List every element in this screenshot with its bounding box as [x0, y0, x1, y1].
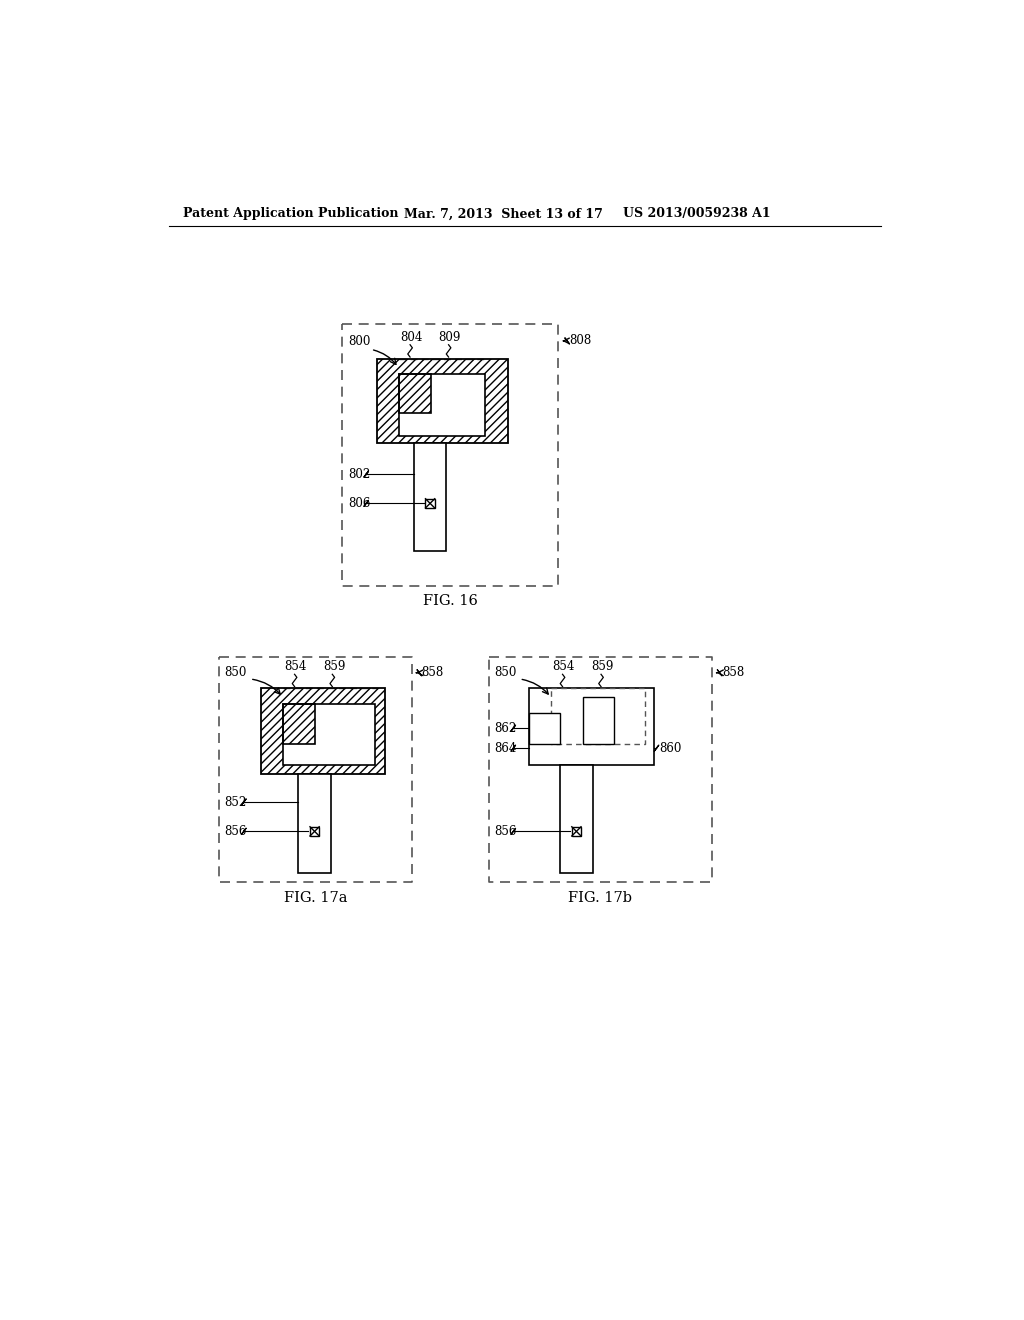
Text: 858: 858: [722, 667, 744, 680]
Text: 856: 856: [224, 825, 247, 838]
Text: Mar. 7, 2013  Sheet 13 of 17: Mar. 7, 2013 Sheet 13 of 17: [403, 207, 603, 220]
Text: 800: 800: [348, 335, 371, 348]
Text: 864: 864: [494, 742, 516, 755]
Bar: [414, 444, 446, 552]
Text: 808: 808: [569, 334, 592, 347]
Text: 852: 852: [224, 796, 247, 809]
Bar: [310, 826, 319, 836]
Bar: [283, 704, 315, 743]
Bar: [283, 704, 376, 766]
Text: 804: 804: [400, 330, 423, 343]
Text: 802: 802: [348, 467, 371, 480]
Text: US 2013/0059238 A1: US 2013/0059238 A1: [624, 207, 771, 220]
Text: 859: 859: [323, 660, 345, 673]
Text: 850: 850: [224, 667, 247, 680]
Bar: [398, 374, 484, 436]
Text: 860: 860: [658, 742, 681, 755]
Bar: [571, 826, 581, 836]
Bar: [529, 713, 560, 743]
Text: Patent Application Publication: Patent Application Publication: [183, 207, 398, 220]
Text: 854: 854: [285, 660, 307, 673]
Text: FIG. 16: FIG. 16: [423, 594, 477, 609]
Bar: [560, 766, 593, 873]
Bar: [377, 359, 508, 444]
Bar: [425, 499, 435, 508]
Text: 806: 806: [348, 496, 371, 510]
Text: FIG. 17b: FIG. 17b: [568, 891, 632, 904]
Bar: [529, 688, 654, 766]
Text: 809: 809: [438, 330, 461, 343]
Text: 862: 862: [494, 722, 516, 735]
Text: 854: 854: [553, 660, 574, 673]
Text: FIG. 17a: FIG. 17a: [284, 891, 347, 904]
Text: 856: 856: [494, 825, 516, 838]
Bar: [261, 688, 385, 775]
Bar: [398, 374, 431, 412]
Text: 850: 850: [494, 667, 516, 680]
Text: 859: 859: [591, 660, 613, 673]
Bar: [298, 775, 331, 873]
Bar: [584, 697, 614, 743]
Text: 858: 858: [422, 667, 443, 680]
